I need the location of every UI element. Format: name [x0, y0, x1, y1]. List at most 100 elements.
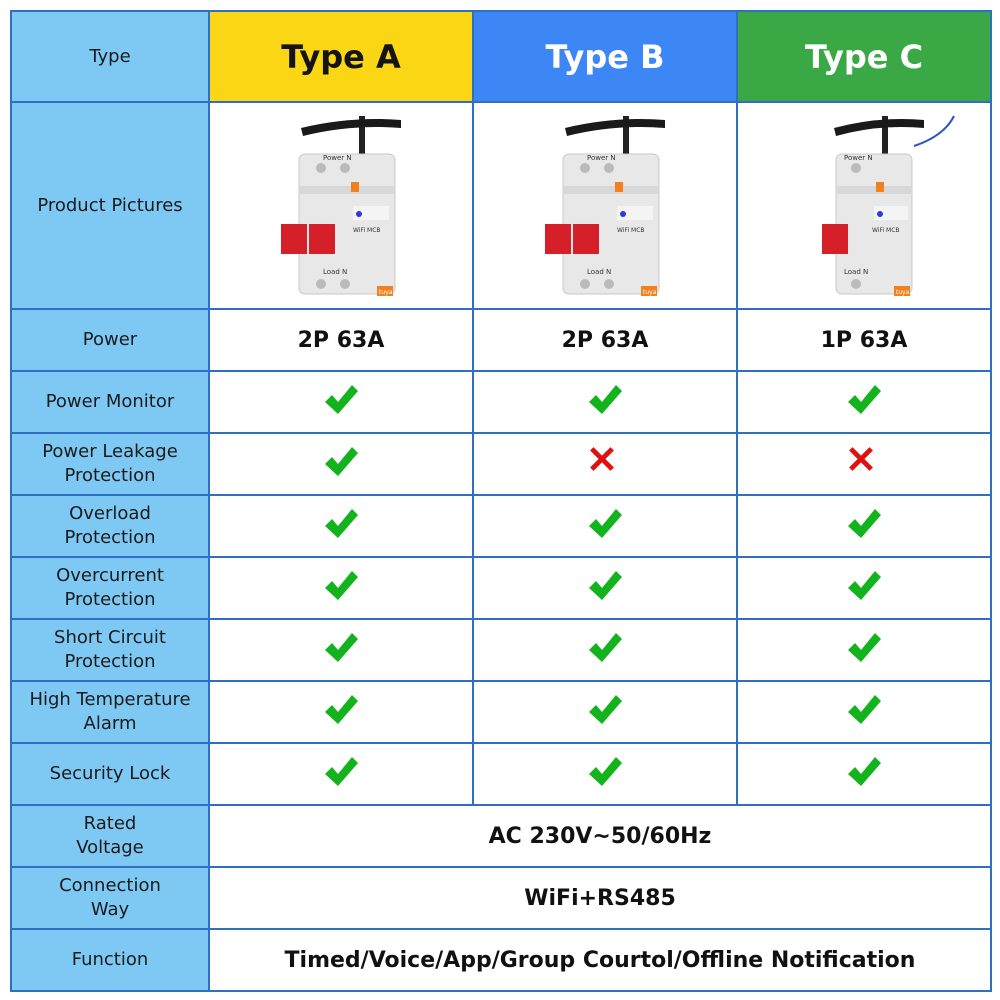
type-a-header: Type A	[208, 10, 474, 103]
short-circuit-b	[472, 618, 738, 682]
device-brand-label-a: tuya	[379, 289, 393, 296]
check-icon	[844, 504, 884, 544]
device-wifi-label-b: WiFi MCB	[617, 227, 645, 234]
high-temp-c	[736, 680, 992, 744]
cross-icon	[844, 442, 884, 482]
type-b-header: Type B	[472, 10, 738, 103]
type-header-label: Type	[10, 10, 210, 103]
security-lock-c	[736, 742, 992, 806]
high-temp-label-line2: Alarm	[83, 713, 137, 734]
overload-a	[208, 494, 474, 558]
overcurrent-row: Overcurrent Protection	[10, 556, 992, 620]
overcurrent-b	[472, 556, 738, 620]
overcurrent-a	[208, 556, 474, 620]
breaker-2p-image-a: Power N WiFi MCB Load N tuya	[281, 115, 401, 296]
connection-way-value: WiFi+RS485	[208, 866, 992, 930]
power-leakage-row: Power Leakage Protection	[10, 432, 992, 496]
check-icon	[321, 752, 361, 792]
comparison-table: Type Type A Type B Type C Product Pictur…	[10, 10, 992, 992]
power-monitor-c	[736, 370, 992, 434]
check-icon	[844, 752, 884, 792]
power-monitor-a	[208, 370, 474, 434]
device-bottom-label-a: Load N	[323, 268, 347, 276]
power-leakage-c	[736, 432, 992, 496]
device-bottom-label-b: Load N	[587, 268, 611, 276]
check-icon	[844, 628, 884, 668]
device-top-label-c: Power N	[844, 154, 873, 162]
short-circuit-row: Short Circuit Protection	[10, 618, 992, 682]
check-icon	[321, 442, 361, 482]
device-top-label-a: Power N	[323, 154, 352, 162]
overload-label-line2: Protection	[64, 527, 156, 548]
device-wifi-label-c: WiFi MCB	[872, 227, 900, 234]
high-temp-a	[208, 680, 474, 744]
rated-voltage-row: Rated Voltage AC 230V~50/60Hz	[10, 804, 992, 868]
check-icon	[585, 504, 625, 544]
overcurrent-c	[736, 556, 992, 620]
security-lock-b	[472, 742, 738, 806]
power-value-a: 2P 63A	[208, 308, 474, 372]
check-icon	[844, 380, 884, 420]
overcurrent-label: Overcurrent Protection	[10, 556, 210, 620]
breaker-1p-image-c: Power N WiFi MCB Load N tuya	[822, 115, 955, 296]
check-icon	[585, 752, 625, 792]
connection-way-label: Connection Way	[10, 866, 210, 930]
device-brand-label-c: tuya	[896, 289, 910, 296]
type-c-header: Type C	[736, 10, 992, 103]
power-label: Power	[10, 308, 210, 372]
breaker-2p-image-b: Power N WiFi MCB Load N tuya	[545, 115, 665, 296]
power-leakage-label-line1: Power Leakage	[42, 441, 178, 462]
check-icon	[844, 566, 884, 606]
device-brand-label-b: tuya	[643, 289, 657, 296]
connection-way-row: Connection Way WiFi+RS485	[10, 866, 992, 930]
power-value-c: 1P 63A	[736, 308, 992, 372]
short-circuit-label: Short Circuit Protection	[10, 618, 210, 682]
power-monitor-label: Power Monitor	[10, 370, 210, 434]
function-label: Function	[10, 928, 210, 992]
check-icon	[585, 690, 625, 730]
check-icon	[321, 380, 361, 420]
rated-voltage-label-line2: Voltage	[76, 837, 144, 858]
power-row: Power 2P 63A 2P 63A 1P 63A	[10, 308, 992, 372]
security-lock-label: Security Lock	[10, 742, 210, 806]
connection-way-label-line2: Way	[90, 899, 130, 920]
check-icon	[321, 566, 361, 606]
overload-label-line1: Overload	[69, 503, 151, 524]
overload-c	[736, 494, 992, 558]
check-icon	[321, 504, 361, 544]
short-circuit-label-line2: Protection	[64, 651, 156, 672]
security-lock-row: Security Lock	[10, 742, 992, 806]
power-leakage-label: Power Leakage Protection	[10, 432, 210, 496]
header-row: Type Type A Type B Type C	[10, 10, 992, 103]
check-icon	[844, 690, 884, 730]
power-leakage-b	[472, 432, 738, 496]
check-icon	[585, 380, 625, 420]
product-picture-b: Power N WiFi MCB Load N tuya	[472, 101, 738, 310]
power-monitor-row: Power Monitor	[10, 370, 992, 434]
device-wifi-label-a: WiFi MCB	[353, 227, 381, 234]
rated-voltage-label: Rated Voltage	[10, 804, 210, 868]
cross-icon	[585, 442, 625, 482]
power-monitor-b	[472, 370, 738, 434]
security-lock-a	[208, 742, 474, 806]
rated-voltage-value: AC 230V~50/60Hz	[208, 804, 992, 868]
product-picture-c: Power N WiFi MCB Load N tuya	[736, 101, 992, 310]
short-circuit-a	[208, 618, 474, 682]
product-pictures-row: Product Pictures Power N WiFi MCB Load N…	[10, 101, 992, 310]
power-leakage-a	[208, 432, 474, 496]
power-leakage-label-line2: Protection	[64, 465, 156, 486]
function-row: Function Timed/Voice/App/Group Courtol/O…	[10, 928, 992, 992]
overcurrent-label-line1: Overcurrent	[56, 565, 164, 586]
overload-label: Overload Protection	[10, 494, 210, 558]
product-picture-a: Power N WiFi MCB Load N tuya	[208, 101, 474, 310]
check-icon	[585, 628, 625, 668]
overcurrent-label-line2: Protection	[64, 589, 156, 610]
rated-voltage-label-line1: Rated	[83, 813, 137, 834]
high-temp-b	[472, 680, 738, 744]
check-icon	[321, 628, 361, 668]
high-temp-label-line1: High Temperature	[29, 689, 191, 710]
device-bottom-label-c: Load N	[844, 268, 868, 276]
high-temp-label: High Temperature Alarm	[10, 680, 210, 744]
check-icon	[321, 690, 361, 730]
connection-way-label-line1: Connection	[59, 875, 161, 896]
